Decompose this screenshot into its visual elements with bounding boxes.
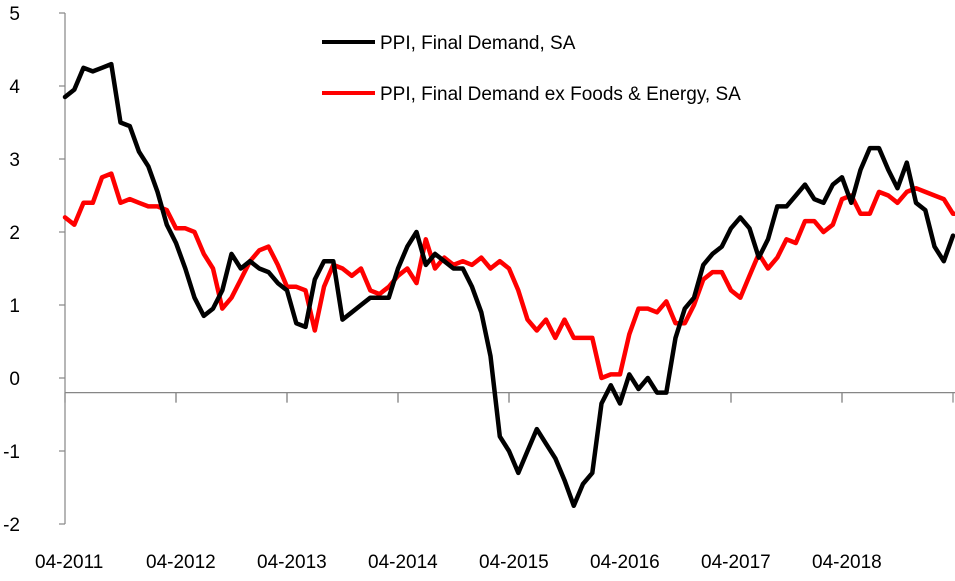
- series-line-ppi-ex-foods-energy: [62, 171, 955, 381]
- x-axis: 04-2011 04-2012 04-2013 04-2014 04-2015 04-20…: [35, 392, 955, 573]
- x-tick-label: 04-2014: [368, 552, 438, 573]
- y-tick-label: -1: [3, 442, 20, 463]
- y-tick-label: -2: [3, 515, 20, 536]
- y-axis: 5 4 3 2 1 0 -1 -2: [3, 4, 66, 536]
- y-tick-label: 5: [9, 4, 20, 25]
- series-line-ppi-final-demand: [62, 61, 955, 509]
- x-tick-label: 04-2013: [257, 552, 327, 573]
- legend-label-ppi-ex-foods-energy: PPI, Final Demand ex Foods & Energy, SA: [380, 84, 741, 105]
- x-tick-label: 04-2012: [146, 552, 216, 573]
- legend-label-ppi-final-demand: PPI, Final Demand, SA: [380, 33, 576, 54]
- y-tick-label: 0: [9, 369, 20, 390]
- y-tick-label: 2: [9, 223, 20, 244]
- x-tick-label: 04-2015: [479, 552, 549, 573]
- y-tick-label: 3: [9, 150, 20, 171]
- x-tick-label: 04-2011: [35, 552, 103, 573]
- series-lines: [62, 61, 955, 509]
- x-tick-label: 04-2016: [590, 552, 660, 573]
- y-tick-label: 1: [9, 296, 20, 317]
- x-tick-label: 04-2017: [701, 552, 771, 573]
- y-tick-label: 4: [9, 77, 20, 98]
- x-tick-label: 04-2018: [812, 552, 882, 573]
- legend: PPI, Final Demand, SA PPI, Final Demand …: [322, 33, 741, 105]
